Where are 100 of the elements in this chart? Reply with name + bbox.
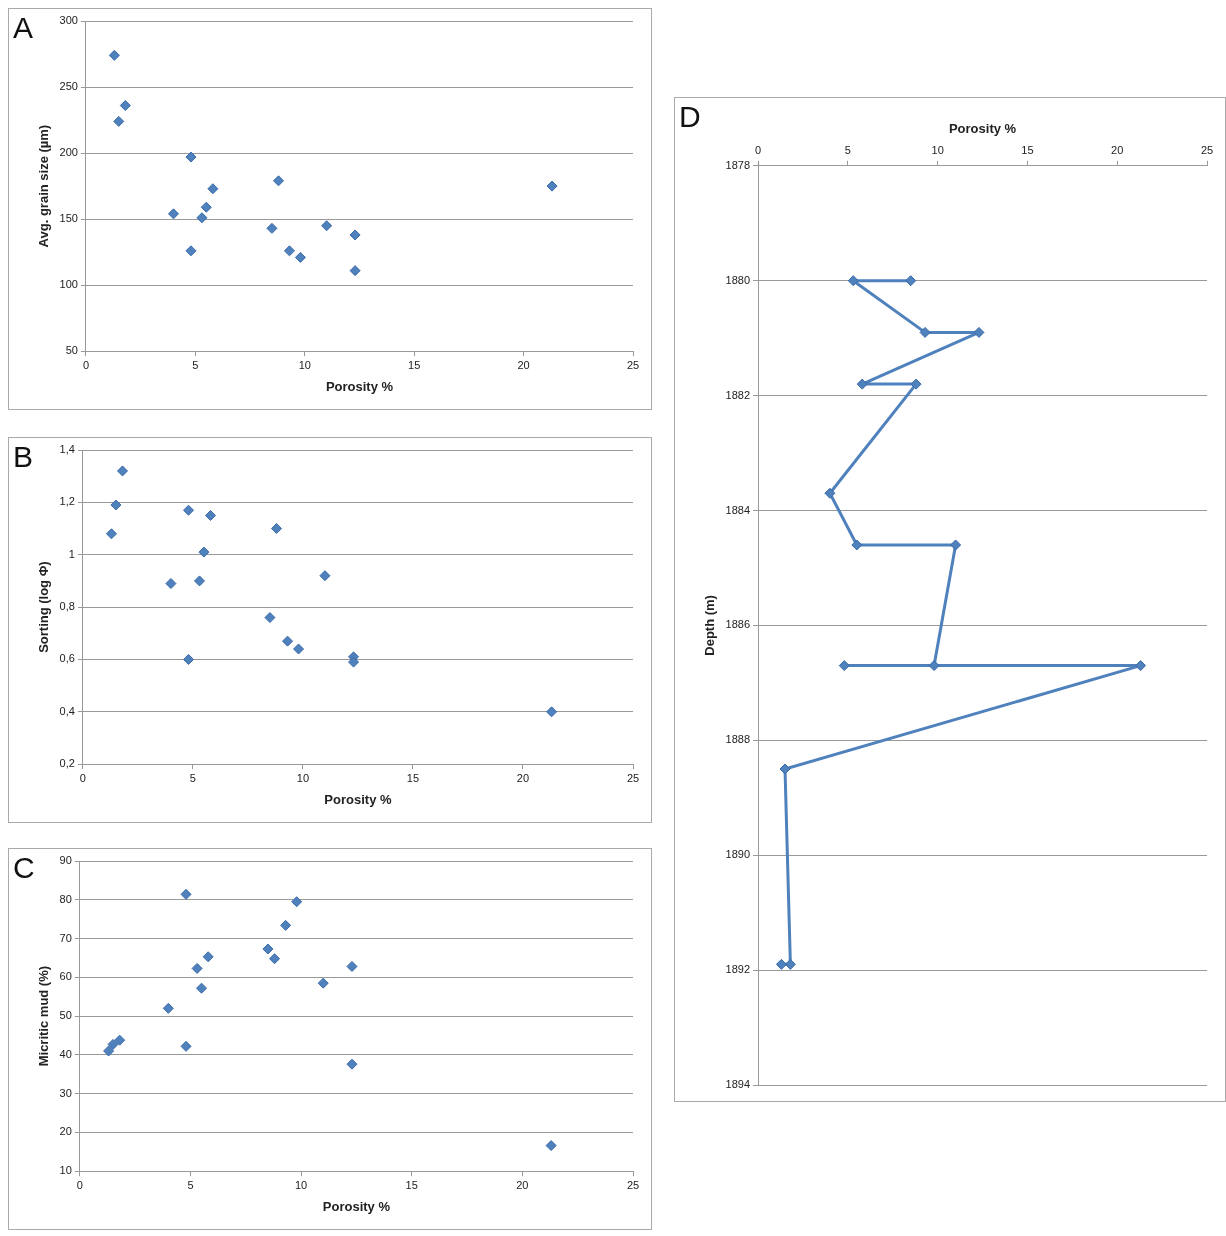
point — [779, 763, 791, 775]
point — [346, 960, 358, 972]
y-tick-label: 50 — [65, 344, 78, 357]
point — [107, 1038, 119, 1050]
point — [262, 943, 274, 955]
x-tick-label: 15 — [408, 358, 421, 371]
x-tick-label: 25 — [626, 1178, 640, 1191]
x-tick-label: 10 — [294, 1178, 308, 1191]
point — [293, 643, 305, 655]
point — [546, 180, 558, 192]
y-tick-label: 1,4 — [59, 443, 75, 456]
point — [196, 212, 208, 224]
point — [106, 528, 117, 540]
y-axis-title: Sorting (log Φ) — [36, 561, 52, 653]
x-tick-label: 0 — [82, 358, 90, 371]
point — [191, 962, 203, 974]
y-tick-label: 60 — [59, 970, 72, 983]
x-tick-label: 20 — [516, 1178, 529, 1191]
y-tick-label: 0,4 — [59, 704, 75, 717]
point — [180, 1040, 192, 1052]
x-tick-label: 25 — [626, 771, 640, 784]
x-tick-label: 15 — [405, 1178, 418, 1191]
point — [110, 499, 122, 511]
y-tick-label: 1894 — [725, 1078, 751, 1091]
point — [348, 656, 360, 668]
y-tick-label: 300 — [59, 14, 78, 27]
x-tick-label: 0 — [76, 1178, 83, 1191]
point — [282, 635, 294, 647]
y-tick-label: 1 — [68, 547, 75, 560]
point — [321, 220, 333, 232]
y-axis-title: Micritic mud (%) — [36, 965, 52, 1067]
point — [349, 265, 361, 277]
point — [207, 183, 219, 195]
y-tick-label: 0,2 — [59, 757, 75, 770]
point — [202, 951, 214, 963]
point — [824, 487, 836, 499]
x-tick-label: 5 — [192, 358, 199, 371]
point — [910, 378, 922, 390]
y-tick-label: 70 — [59, 931, 72, 944]
x-tick-label: 0 — [755, 144, 762, 157]
point — [117, 465, 128, 477]
y-tick-label: 1886 — [725, 618, 751, 631]
point — [856, 378, 868, 390]
y-tick-label: 150 — [59, 212, 78, 225]
point — [546, 706, 558, 718]
y-tick-label: 80 — [59, 892, 72, 905]
y-tick-label: 1880 — [725, 273, 751, 286]
y-tick-label: 0,8 — [59, 600, 75, 613]
y-tick-label: 1882 — [725, 388, 751, 401]
y-tick-label: 90 — [59, 854, 72, 867]
y-tick-label: 1878 — [725, 158, 751, 171]
x-axis-title: Porosity % — [324, 791, 392, 807]
point — [919, 326, 931, 338]
point — [103, 1045, 115, 1057]
point — [273, 175, 285, 187]
point — [185, 245, 197, 257]
x-tick-label: 5 — [187, 1178, 194, 1191]
point — [183, 504, 195, 516]
y-axis-title: Avg. grain size (µm) — [36, 124, 52, 248]
point — [950, 539, 962, 551]
point — [973, 326, 985, 338]
point — [119, 100, 131, 112]
point — [346, 1058, 358, 1070]
x-tick-label: 20 — [516, 771, 530, 784]
point — [928, 660, 940, 672]
x-tick-label: 20 — [1111, 144, 1124, 157]
y-tick-label: 1888 — [725, 733, 751, 746]
y-tick-label: 250 — [59, 80, 78, 93]
point — [264, 612, 276, 624]
y-tick-label: 100 — [59, 278, 78, 291]
point — [838, 660, 850, 672]
text: A — [13, 11, 34, 45]
text: C — [13, 851, 35, 885]
point — [183, 653, 195, 665]
point — [194, 575, 206, 587]
x-tick-label: 5 — [844, 144, 851, 157]
y-tick-label: 1890 — [725, 848, 751, 861]
x-tick-label: 10 — [298, 358, 311, 371]
x-tick-label: 15 — [1021, 144, 1034, 157]
y-tick-label: 50 — [59, 1009, 72, 1022]
y-tick-label: 1884 — [725, 503, 751, 516]
point — [545, 1140, 557, 1152]
point — [319, 570, 331, 582]
point — [349, 229, 361, 241]
point — [198, 546, 210, 558]
point — [317, 977, 329, 989]
x-tick-label: 10 — [931, 144, 944, 157]
point — [165, 578, 177, 590]
x-tick-label: 15 — [406, 771, 420, 784]
y-tick-label: 30 — [59, 1086, 72, 1099]
point — [271, 523, 283, 535]
x-tick-label: 10 — [296, 771, 310, 784]
x-axis-title: Porosity % — [325, 378, 394, 394]
point — [162, 1002, 174, 1014]
point — [280, 919, 292, 931]
point — [1135, 660, 1147, 672]
text: B — [13, 440, 34, 474]
x-tick-label: 20 — [517, 358, 530, 371]
text: D — [679, 100, 701, 134]
point — [180, 888, 192, 900]
